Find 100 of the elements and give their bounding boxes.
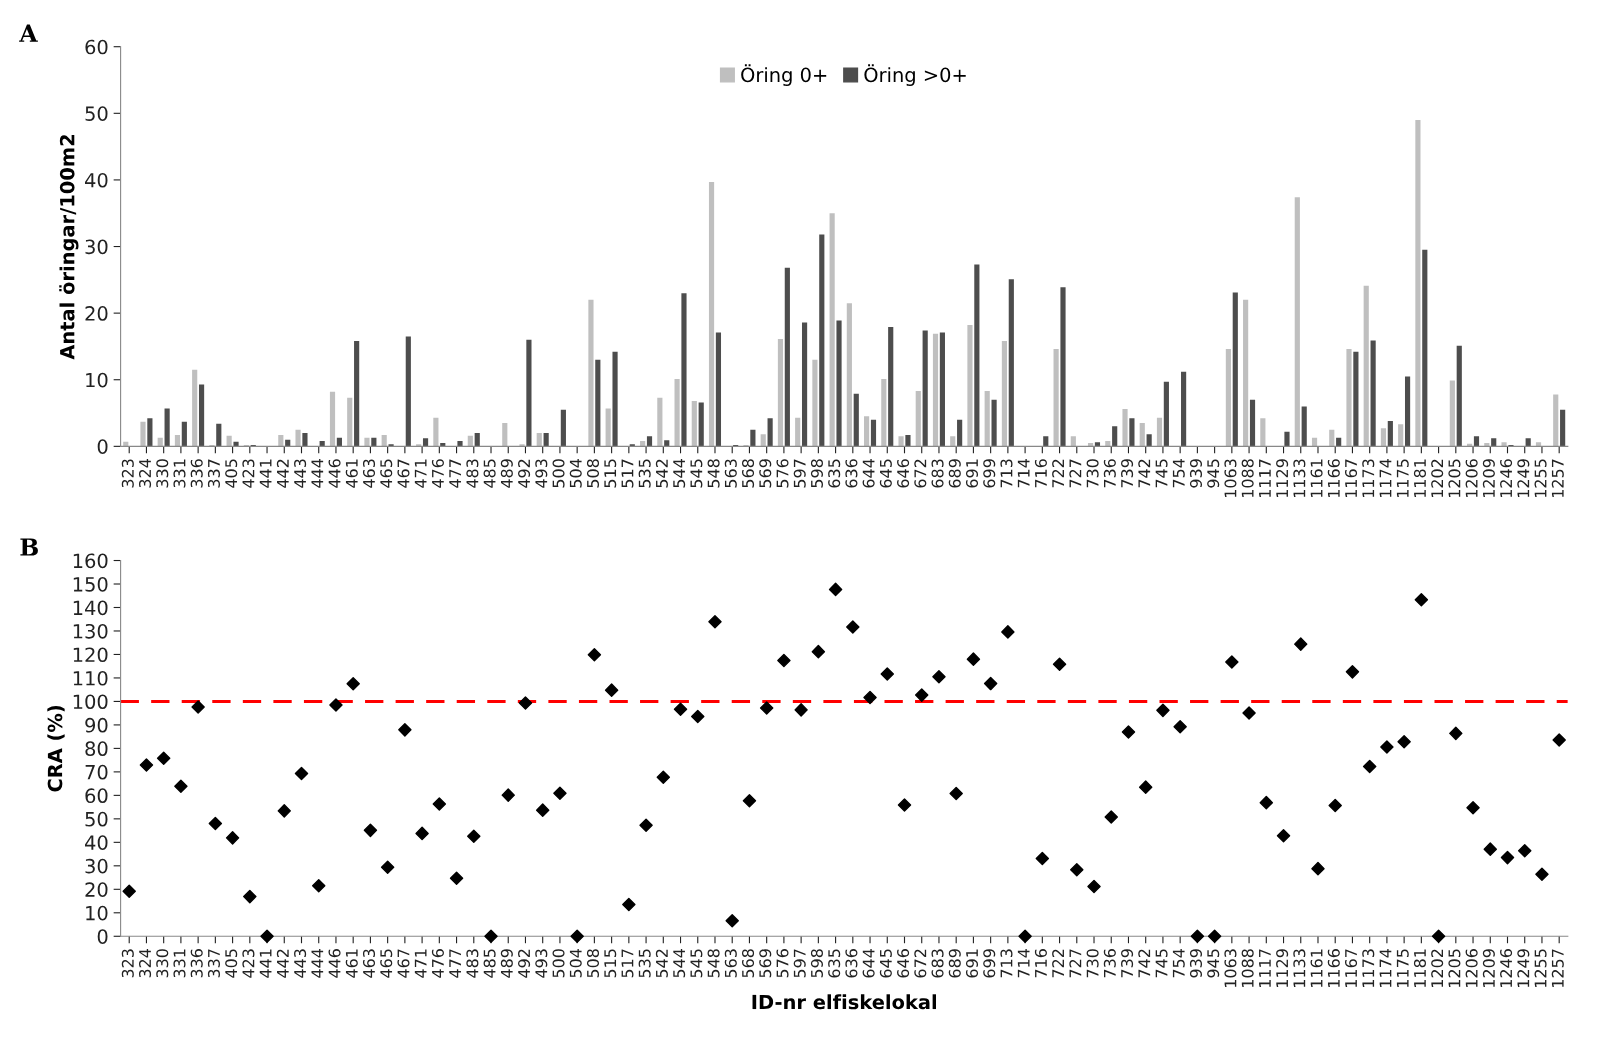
x-tick-label: 646 bbox=[897, 459, 910, 488]
x-tick-label: 443 bbox=[294, 459, 307, 488]
x-tick-label: 463 bbox=[362, 459, 376, 488]
x-tick-label: 441 bbox=[259, 949, 272, 978]
x-tick-label: 330 bbox=[156, 459, 169, 488]
x-tick-label: 337 bbox=[207, 949, 220, 978]
y-tick-label: 130 bbox=[73, 623, 108, 639]
x-tick-label: 563 bbox=[724, 459, 737, 488]
x-tick-label: 736 bbox=[1103, 459, 1116, 488]
x-tick-label: 1257 bbox=[1551, 949, 1564, 987]
x-tick-label: 714 bbox=[1017, 459, 1030, 488]
x-tick-label: 945 bbox=[1207, 949, 1220, 978]
x-tick-label: 476 bbox=[431, 949, 444, 978]
x-tick-label: 713 bbox=[1000, 459, 1013, 488]
x-tick-label: 461 bbox=[345, 459, 358, 488]
x-tick-label: 489 bbox=[500, 949, 513, 978]
x-tick-label: 331 bbox=[173, 949, 186, 978]
x-tick-label: 576 bbox=[776, 949, 789, 978]
x-tick-label: 722 bbox=[1052, 459, 1064, 488]
x-tick-label: 754 bbox=[1172, 948, 1185, 978]
x-tick-label: 716 bbox=[1034, 459, 1047, 488]
x-tick-label: 1202 bbox=[1431, 949, 1444, 987]
x-tick-label: 323 bbox=[121, 459, 134, 488]
x-tick-label: 1174 bbox=[1379, 459, 1392, 498]
x-tick-label: 742 bbox=[1138, 459, 1151, 488]
x-tick-label: 337 bbox=[207, 459, 220, 488]
y-tick-label: 20 bbox=[85, 882, 108, 897]
x-tick-label: 689 bbox=[948, 949, 961, 978]
x-tick-label: 569 bbox=[759, 949, 772, 978]
x-tick-label: 635 bbox=[828, 949, 841, 978]
x-tick-label: 500 bbox=[552, 459, 565, 488]
x-tick-label: 739 bbox=[1121, 459, 1134, 488]
x-tick-label: 545 bbox=[690, 459, 703, 488]
x-tick-label: 568 bbox=[742, 459, 755, 488]
x-tick-label: 1133 bbox=[1293, 949, 1306, 987]
x-tick-label: 476 bbox=[431, 459, 444, 488]
x-tick-label: 1246 bbox=[1500, 459, 1513, 498]
x-tick-label: 672 bbox=[914, 949, 927, 978]
x-tick-label: 1063 bbox=[1224, 459, 1237, 498]
x-tick-label: 568 bbox=[742, 949, 755, 978]
y-tick-label: 30 bbox=[85, 858, 108, 874]
x-tick-label: 461 bbox=[345, 949, 358, 978]
x-tick-label: 1161 bbox=[1310, 949, 1323, 987]
x-tick-label: 745 bbox=[1155, 459, 1168, 488]
y-tick-label: 40 bbox=[85, 835, 108, 850]
x-tick-label: 576 bbox=[776, 459, 789, 488]
x-tick-label: 463 bbox=[362, 949, 376, 978]
x-tick-label: 517 bbox=[621, 949, 634, 978]
x-tick-label: 485 bbox=[483, 949, 496, 978]
x-axis-title: ID-nr elfiskelokal bbox=[752, 994, 937, 1010]
x-tick-label: 644 bbox=[862, 459, 875, 488]
x-tick-label: 1129 bbox=[1276, 949, 1289, 987]
x-tick-label: 1181 bbox=[1413, 459, 1426, 498]
x-tick-label: 645 bbox=[879, 949, 892, 978]
y-tick-label: 70 bbox=[85, 764, 108, 780]
x-tick-label: 324 bbox=[139, 459, 152, 488]
x-tick-label: 446 bbox=[328, 949, 341, 978]
x-tick-label: 689 bbox=[948, 459, 961, 488]
x-tick-label: 645 bbox=[879, 459, 892, 488]
y-tick-label: 50 bbox=[85, 106, 108, 121]
y-tick-label: 120 bbox=[73, 647, 108, 663]
x-tick-label: 1249 bbox=[1517, 459, 1530, 498]
y-axis-title: CRA (%) bbox=[47, 705, 65, 792]
x-tick-label: 1255 bbox=[1534, 459, 1547, 498]
x-tick-label: 683 bbox=[931, 459, 944, 488]
x-tick-label: 699 bbox=[983, 459, 996, 488]
x-tick-label: 1175 bbox=[1396, 949, 1409, 987]
x-tick-label: 1175 bbox=[1396, 459, 1409, 498]
x-tick-label: 730 bbox=[1086, 459, 1099, 488]
x-tick-label: 324 bbox=[139, 948, 152, 978]
x-tick-label: 569 bbox=[759, 459, 772, 488]
x-tick-label: 1257 bbox=[1551, 459, 1564, 498]
x-tick-label: 1209 bbox=[1482, 949, 1495, 987]
x-tick-label: 598 bbox=[810, 949, 823, 978]
x-tick-label: 598 bbox=[810, 459, 823, 488]
x-tick-label: 1173 bbox=[1362, 459, 1375, 498]
x-tick-label: 441 bbox=[259, 459, 272, 488]
x-tick-label: 465 bbox=[380, 949, 393, 978]
x-tick-label: 535 bbox=[638, 949, 651, 978]
x-tick-label: 492 bbox=[518, 459, 531, 488]
x-tick-label: 467 bbox=[397, 949, 410, 978]
x-tick-label: 508 bbox=[586, 949, 600, 978]
y-tick-label: 0 bbox=[97, 439, 108, 454]
y-tick-label: 150 bbox=[73, 576, 108, 592]
x-tick-label: 483 bbox=[466, 949, 479, 978]
x-tick-label: 1133 bbox=[1293, 459, 1306, 498]
x-tick-label: 405 bbox=[225, 949, 238, 978]
x-tick-label: 1205 bbox=[1448, 949, 1461, 987]
x-tick-label: 548 bbox=[707, 459, 720, 488]
x-tick-label: 336 bbox=[190, 949, 203, 978]
x-tick-label: 597 bbox=[793, 459, 806, 488]
x-tick-label: 597 bbox=[793, 949, 806, 978]
x-tick-label: 713 bbox=[1000, 949, 1013, 978]
chart-title: A bbox=[19, 24, 38, 42]
x-tick-label: 517 bbox=[621, 459, 634, 488]
y-tick-label: 10 bbox=[86, 372, 108, 388]
y-tick-label: 60 bbox=[85, 39, 108, 55]
x-tick-label: 544 bbox=[673, 459, 686, 488]
y-tick-label: 160 bbox=[73, 553, 108, 569]
x-tick-label: 683 bbox=[931, 949, 944, 978]
